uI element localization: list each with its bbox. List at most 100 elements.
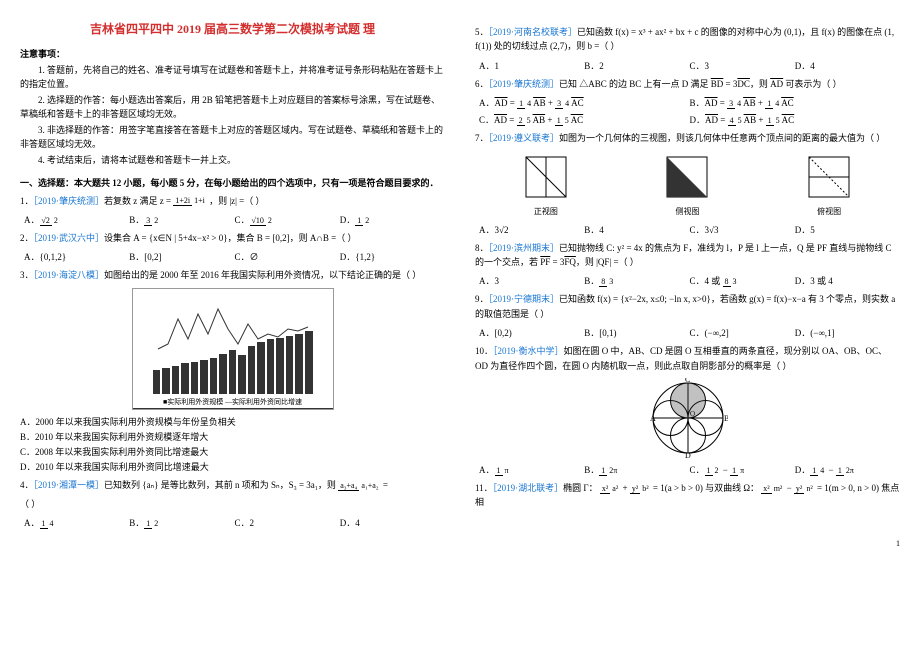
q6-opt-b: B．AD = 34AB + 14AC xyxy=(690,96,901,109)
q6-text: 已知 △ABC 的边 BC 上有一点 D 满足 BD = 3DC，则 AD 可表… xyxy=(559,79,842,89)
svg-text:A: A xyxy=(650,414,656,423)
q11-text2: = 1(a > b > 0) 与双曲线 Ω： xyxy=(653,483,759,493)
q9-opt-c: C．(−∞,2] xyxy=(690,326,795,339)
q2-opt-c: C．∅ xyxy=(235,250,340,263)
q7-opt-b: B．4 xyxy=(584,223,689,236)
q11-num: 11． xyxy=(475,483,493,493)
q9-opt-d: D．(−∞,1] xyxy=(795,326,900,339)
q9-opt-b: B．[0,1) xyxy=(584,326,689,339)
q5-opt-d: D．4 xyxy=(795,59,900,72)
q10-num: 10． xyxy=(475,346,493,356)
q2-num: 2． xyxy=(20,233,34,243)
q4-fraction: a₃+a₄a₁+a₂ xyxy=(338,482,380,490)
q6-options-row1: A．AD = 14AB + 34AC B．AD = 34AB + 14AC xyxy=(475,96,900,109)
svg-text:B: B xyxy=(724,414,728,423)
notice-header: 注意事项： xyxy=(20,47,445,60)
q9-num: 9． xyxy=(475,294,489,304)
q6-opt-c: C．AD = 25AB + 15AC xyxy=(479,113,690,126)
q3-text: 如图给出的是 2000 年至 2016 年我国实际利用外资情况，以下结论正确的是… xyxy=(104,270,421,280)
q6-opt-d: D．AD = 45AB + 15AC xyxy=(690,113,901,126)
q1-source: ［2019·肇庆统测］ xyxy=(34,196,105,206)
q4-options: A．14 B．12 C．2 D．4 xyxy=(20,516,445,529)
q2-source: ［2019·武汉六中］ xyxy=(34,233,105,243)
q3-opt-a: A．2000 年以来我国实际利用外资规模与年份呈负相关 xyxy=(20,415,445,428)
q10-opt-b: B．12π xyxy=(584,463,689,476)
q8-opt-a: A．3 xyxy=(479,274,584,287)
q7-three-views: 正视图 侧视图 俯视图 xyxy=(475,152,900,217)
q5-opt-c: C．3 xyxy=(690,59,795,72)
q5-opt-b: B．2 xyxy=(584,59,689,72)
q10-source: ［2019·衡水中学］ xyxy=(493,346,564,356)
q7-options: A．3√2 B．4 C．3√3 D．5 xyxy=(475,223,900,236)
page-number: 1 xyxy=(896,539,900,548)
q10-opt-c: C．12 − 1π xyxy=(690,463,795,476)
q10-diagram: A B C D O xyxy=(648,378,728,458)
q11-text: 椭圆 Γ： xyxy=(563,483,597,493)
q1-opt-b: B．32 xyxy=(129,213,234,226)
q2-opt-a: A．{0,1,2} xyxy=(24,250,129,263)
question-7: 7．［2019·遵义联考］如图为一个几何体的三视图，则该几何体中任意两个顶点间的… xyxy=(475,131,900,145)
q6-opt-a: A．AD = 14AB + 34AC xyxy=(479,96,690,109)
q8-num: 8． xyxy=(475,243,489,253)
q3-chart: ■实际利用外资规模 —实际利用外资同比增速 xyxy=(132,288,334,410)
question-9: 9．［2019·宁德期末］已知函数 f(x) = {x²−2x, x≤0; −l… xyxy=(475,292,900,321)
notice-3: 3. 非选择题的作答：用签字笔直接答在答题卡上对应的答题区域内。写在试题卷、草稿… xyxy=(20,124,445,151)
left-column: 吉林省四平四中 2019 届高三数学第二次模拟考试题 理 注意事项： 1. 答题… xyxy=(20,20,445,533)
q8-opt-d: D．3 或 4 xyxy=(795,274,900,287)
q7-opt-a: A．3√2 xyxy=(479,223,584,236)
notice-2: 2. 选择题的作答：每小题选出答案后，用 2B 铅笔把答题卡上对应题目的答案标号… xyxy=(20,94,445,121)
q5-opt-a: A．1 xyxy=(479,59,584,72)
q1-options: A．√22 B．32 C．√102 D．12 xyxy=(20,213,445,226)
question-4: 4．［2019·湘潭一模］已知数列 {aₙ} 是等比数列，其前 n 项和为 Sₙ… xyxy=(20,478,445,492)
q9-opt-a: A．[0,2) xyxy=(479,326,584,339)
exam-title: 吉林省四平四中 2019 届高三数学第二次模拟考试题 理 xyxy=(20,20,445,37)
question-6: 6．［2019·肇庆统测］已知 △ABC 的边 BC 上有一点 D 满足 BD … xyxy=(475,77,900,91)
question-8: 8．［2019·滨州期末］已知抛物线 C: y² = 4x 的焦点为 F，准线为… xyxy=(475,241,900,270)
q6-num: 6． xyxy=(475,79,489,89)
q3-options: A．2000 年以来我国实际利用外资规模与年份呈负相关 B．2010 年以来我国… xyxy=(20,415,445,473)
q5-options: A．1 B．2 C．3 D．4 xyxy=(475,59,900,72)
front-view: 正视图 xyxy=(521,152,571,217)
q4-opt-d: D．4 xyxy=(340,516,445,529)
q2-opt-d: D．{1,2} xyxy=(340,250,445,263)
q1-opt-d: D．12 xyxy=(340,213,445,226)
q9-options: A．[0,2) B．[0,1) C．(−∞,2] D．(−∞,1] xyxy=(475,326,900,339)
q3-num: 3． xyxy=(20,270,34,280)
q6-source: ［2019·肇庆统测］ xyxy=(489,79,560,89)
question-1: 1．［2019·肇庆统测］若复数 z 满足 z = 1+2i1+i ，则 |z|… xyxy=(20,194,445,208)
q4-num: 4． xyxy=(20,480,34,490)
question-11: 11．［2019·湖北联考］椭圆 Γ： x²a² + y²b² = 1(a > … xyxy=(475,481,900,510)
q4-blank: （ ） xyxy=(20,497,445,511)
q2-options: A．{0,1,2} B．[0,2] C．∅ D．{1,2} xyxy=(20,250,445,263)
question-3: 3．［2019·海淀八模］如图给出的是 2000 年至 2016 年我国实际利用… xyxy=(20,268,445,282)
side-view: 侧视图 xyxy=(662,152,712,217)
q11-source: ［2019·湖北联考］ xyxy=(493,483,564,493)
q1-opt-a: A．√22 xyxy=(24,213,129,226)
top-view: 俯视图 xyxy=(804,152,854,217)
q8-opt-b: B．83 xyxy=(584,274,689,287)
q7-source: ［2019·遵义联考］ xyxy=(489,133,560,143)
svg-text:D: D xyxy=(685,451,691,458)
notice-4: 4. 考试结束后，请将本试题卷和答题卡一并上交。 xyxy=(20,154,445,168)
q4-opt-a: A．14 xyxy=(24,516,129,529)
q3-source: ［2019·海淀八模］ xyxy=(34,270,105,280)
q7-num: 7． xyxy=(475,133,489,143)
q8-source: ［2019·滨州期末］ xyxy=(489,243,560,253)
right-column: 5．［2019·河南名校联考］已知函数 f(x) = x³ + ax² + bx… xyxy=(475,20,900,533)
q8-options: A．3 B．83 C．4 或 83 D．3 或 4 xyxy=(475,274,900,287)
chart-legend: ■实际利用外资规模 —实际利用外资同比增速 xyxy=(133,397,333,407)
q1-text: 若复数 z 满足 z = xyxy=(104,196,173,206)
q3-opt-d: D．2010 年以来我国实际利用外资同比增速最大 xyxy=(20,460,445,473)
q10-options: A．1π B．12π C．12 − 1π D．14 − 12π xyxy=(475,463,900,476)
question-5: 5．［2019·河南名校联考］已知函数 f(x) = x³ + ax² + bx… xyxy=(475,25,900,54)
svg-text:O: O xyxy=(690,410,695,418)
q4-source: ［2019·湘潭一模］ xyxy=(34,480,105,490)
section-1-header: 一、选择题：本大题共 12 小题，每小题 5 分，在每小题给出的四个选项中，只有… xyxy=(20,176,445,189)
q7-opt-c: C．3√3 xyxy=(690,223,795,236)
q1-opt-c: C．√102 xyxy=(235,213,340,226)
q1-num: 1． xyxy=(20,196,34,206)
q3-opt-c: C．2008 年以来我国实际利用外资同比增速最大 xyxy=(20,445,445,458)
q2-text: 设集合 A = {x∈N | 5+4x−x² > 0}，集合 B = [0,2]… xyxy=(104,233,356,243)
q4-opt-c: C．2 xyxy=(235,516,340,529)
notice-1: 1. 答题前，先将自己的姓名、准考证号填写在试题卷和答题卡上，并将准考证号条形码… xyxy=(20,64,445,91)
